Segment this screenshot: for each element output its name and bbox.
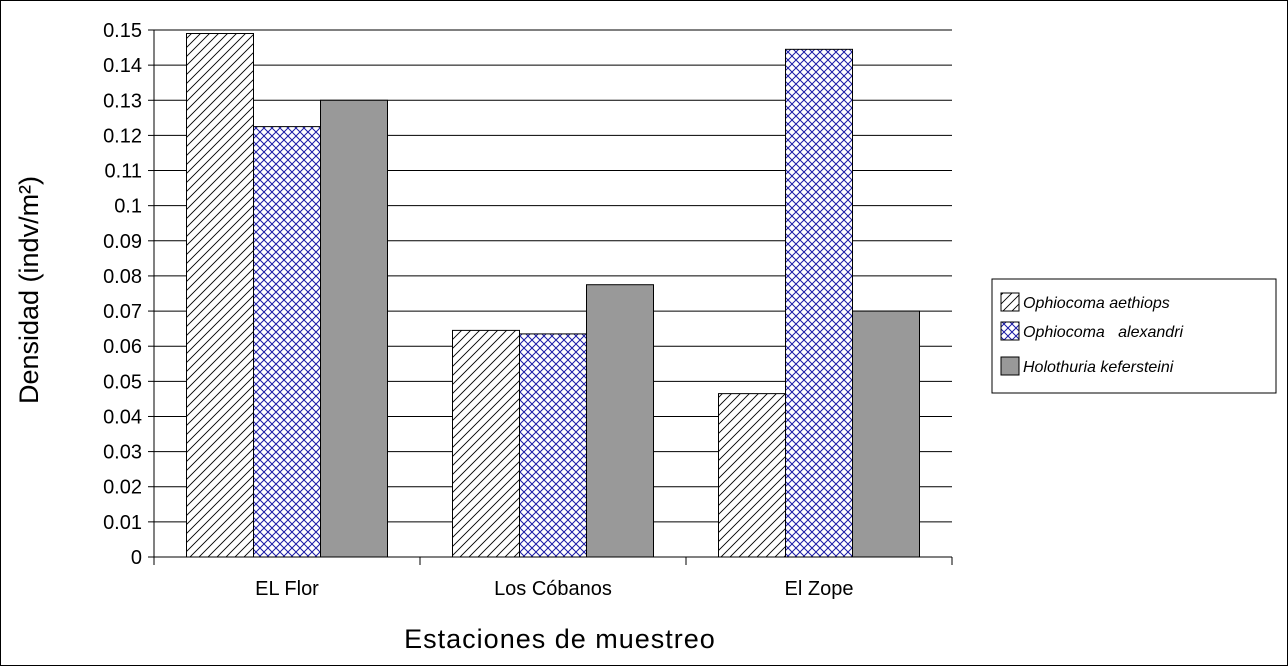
y-tick-label: 0.02 — [103, 477, 142, 499]
x-axis-title: Estaciones de muestreo — [404, 624, 716, 654]
bar — [253, 126, 321, 558]
bar — [320, 99, 388, 558]
bar — [785, 48, 853, 558]
y-tick-label: 0.08 — [103, 266, 142, 288]
y-tick-label: 0.07 — [103, 301, 142, 323]
y-tick-label: 0.09 — [103, 231, 142, 253]
y-tick-label: 0.14 — [103, 55, 142, 77]
y-tick-label: 0.05 — [103, 371, 142, 393]
y-tick-label: 0.04 — [103, 406, 142, 428]
y-tick-label: 0.11 — [105, 161, 142, 183]
y-tick-label: 0.06 — [103, 336, 142, 358]
legend-swatch — [1000, 321, 1020, 341]
legend-label: Ophiocoma aethiops — [1023, 295, 1170, 312]
legend-label: Ophiocoma alexandri — [1023, 324, 1184, 341]
y-axis-title: Densidad (indv/m²) — [14, 176, 44, 404]
bar — [186, 33, 254, 558]
legend-box — [991, 278, 1277, 394]
legend-swatch — [1000, 356, 1020, 376]
x-tick-label: El Zope — [785, 578, 854, 600]
bar — [718, 393, 786, 558]
bar — [452, 329, 520, 558]
legend-swatch — [1000, 292, 1020, 312]
bars — [186, 33, 920, 558]
x-tick-label: Los Cóbanos — [494, 578, 612, 600]
y-tick-label: 0.12 — [103, 125, 142, 147]
y-tick-label: 0 — [131, 547, 142, 569]
y-tick-label: 0.1 — [114, 196, 142, 218]
legend: Ophiocoma aethiops Ophiocoma alexandri Hol… — [991, 278, 1277, 394]
bar — [852, 310, 920, 558]
axes: 0 0.01 0.02 0.03 0.04 0.05 0.06 0.07 0.08 0.09 0.1… — [103, 20, 953, 600]
y-tick-label: 0.13 — [103, 90, 142, 112]
legend-label: Holothuria kefersteini — [1023, 359, 1174, 376]
x-tick-label: EL Flor — [255, 578, 319, 600]
bar — [519, 333, 587, 558]
bar — [586, 284, 654, 558]
y-tick-label: 0.03 — [103, 442, 142, 464]
y-tick-label: 0.15 — [103, 20, 142, 42]
y-tick-label: 0.01 — [103, 512, 142, 534]
